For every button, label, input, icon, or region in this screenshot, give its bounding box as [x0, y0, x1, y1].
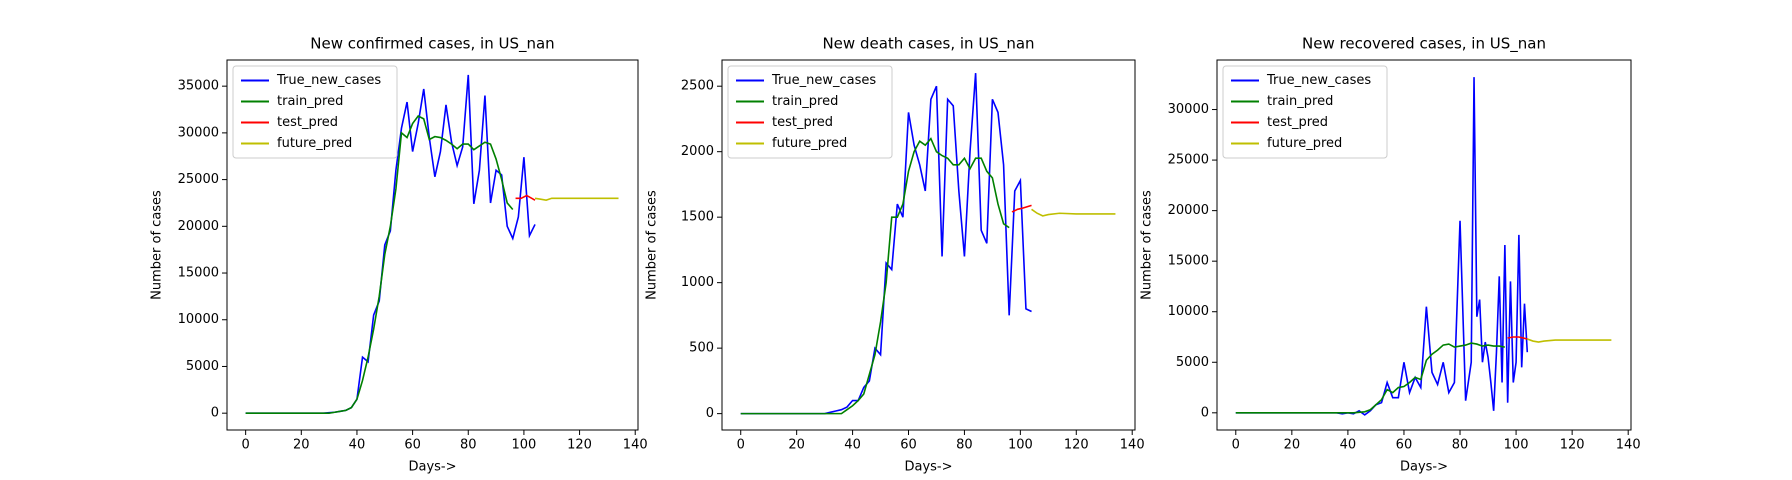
series-line — [245, 115, 514, 414]
y-axis-label: Number of cases — [150, 190, 165, 300]
axes-frame — [226, 59, 639, 431]
x-tick-label: 100 — [1504, 438, 1529, 453]
chart: New death cases, in US_nan Days-> Number o… — [645, 35, 1145, 475]
legend-label: train_pred — [772, 94, 838, 109]
y-tick-label: 0 — [706, 406, 714, 421]
x-tick-label: 100 — [1008, 438, 1033, 453]
y-tick-label: 35000 — [178, 79, 219, 94]
series-line — [515, 194, 536, 201]
y-axis-label: Number of cases — [645, 190, 660, 300]
y-tick-label: 0 — [211, 406, 219, 421]
series-line — [740, 137, 1010, 415]
y-tick-label: 2500 — [681, 79, 714, 94]
chart: New recovered cases, in US_nan Days-> Numb… — [1140, 35, 1641, 475]
x-axis-label: Days-> — [408, 460, 456, 475]
x-axis-label: Days-> — [1400, 460, 1448, 475]
legend-label: test_pred — [1267, 115, 1328, 130]
legend-label: future_pred — [1267, 136, 1342, 151]
x-tick-label: 0 — [1232, 438, 1240, 453]
y-tick-label: 5000 — [186, 359, 219, 374]
x-tick-label: 0 — [242, 438, 250, 453]
y-tick-label: 25000 — [178, 172, 219, 187]
x-tick-label: 120 — [567, 438, 592, 453]
x-tick-label: 120 — [1064, 438, 1089, 453]
x-tick-label: 100 — [511, 438, 536, 453]
chart-title: New death cases, in US_nan — [822, 35, 1034, 54]
series-line — [1527, 338, 1612, 343]
legend-label: test_pred — [772, 115, 833, 130]
x-tick-label: 20 — [1284, 438, 1301, 453]
legend-label: True_new_cases — [1266, 73, 1371, 88]
x-tick-label: 40 — [349, 438, 366, 453]
y-tick-label: 500 — [689, 341, 714, 356]
y-tick-label: 5000 — [1176, 355, 1209, 370]
axes-frame — [721, 59, 1136, 431]
axes-frame — [1216, 59, 1632, 431]
y-tick-label: 2000 — [681, 144, 714, 159]
y-tick-label: 10000 — [178, 312, 219, 327]
y-tick-label: 20000 — [178, 219, 219, 234]
x-tick-label: 60 — [900, 438, 917, 453]
x-tick-label: 80 — [956, 438, 973, 453]
x-tick-label: 40 — [844, 438, 861, 453]
x-tick-label: 140 — [1120, 438, 1145, 453]
legend-box — [1222, 65, 1388, 159]
x-tick-label: 0 — [737, 438, 745, 453]
x-tick-label: 40 — [1340, 438, 1357, 453]
y-tick-label: 30000 — [1168, 102, 1209, 117]
y-tick-label: 1500 — [681, 210, 714, 225]
series-line — [534, 197, 619, 201]
chart-title: New recovered cases, in US_nan — [1302, 35, 1546, 54]
x-axis-label: Days-> — [904, 460, 952, 475]
legend-label: future_pred — [772, 136, 847, 151]
legend-label: future_pred — [277, 136, 352, 151]
y-tick-label: 10000 — [1168, 304, 1209, 319]
x-tick-label: 120 — [1560, 438, 1585, 453]
y-axis-label: Number of cases — [1140, 190, 1155, 300]
series-line — [1507, 336, 1528, 340]
y-tick-label: 15000 — [1168, 254, 1209, 269]
legend-box — [727, 65, 893, 159]
x-tick-label: 60 — [404, 438, 421, 453]
y-tick-label: 25000 — [1168, 153, 1209, 168]
x-tick-label: 140 — [623, 438, 648, 453]
y-tick-label: 0 — [1201, 405, 1209, 420]
legend-label: train_pred — [277, 94, 343, 109]
x-tick-label: 20 — [788, 438, 805, 453]
series-line — [1011, 204, 1032, 213]
y-tick-label: 15000 — [178, 266, 219, 281]
legend-label: True_new_cases — [276, 73, 381, 88]
chart-title: New confirmed cases, in US_nan — [310, 35, 554, 54]
x-tick-label: 140 — [1616, 438, 1641, 453]
y-tick-label: 20000 — [1168, 203, 1209, 218]
series-line — [1235, 342, 1506, 414]
x-tick-label: 20 — [293, 438, 310, 453]
legend-label: train_pred — [1267, 94, 1333, 109]
legend-box — [232, 65, 398, 159]
y-tick-label: 30000 — [178, 125, 219, 140]
legend-label: test_pred — [277, 115, 338, 130]
legend-label: True_new_cases — [771, 73, 876, 88]
x-tick-label: 80 — [460, 438, 477, 453]
series-line — [1031, 208, 1116, 217]
y-tick-label: 1000 — [681, 275, 714, 290]
x-tick-label: 60 — [1396, 438, 1413, 453]
x-tick-label: 80 — [1452, 438, 1469, 453]
chart: New confirmed cases, in US_nan Days-> Numb… — [150, 35, 648, 475]
